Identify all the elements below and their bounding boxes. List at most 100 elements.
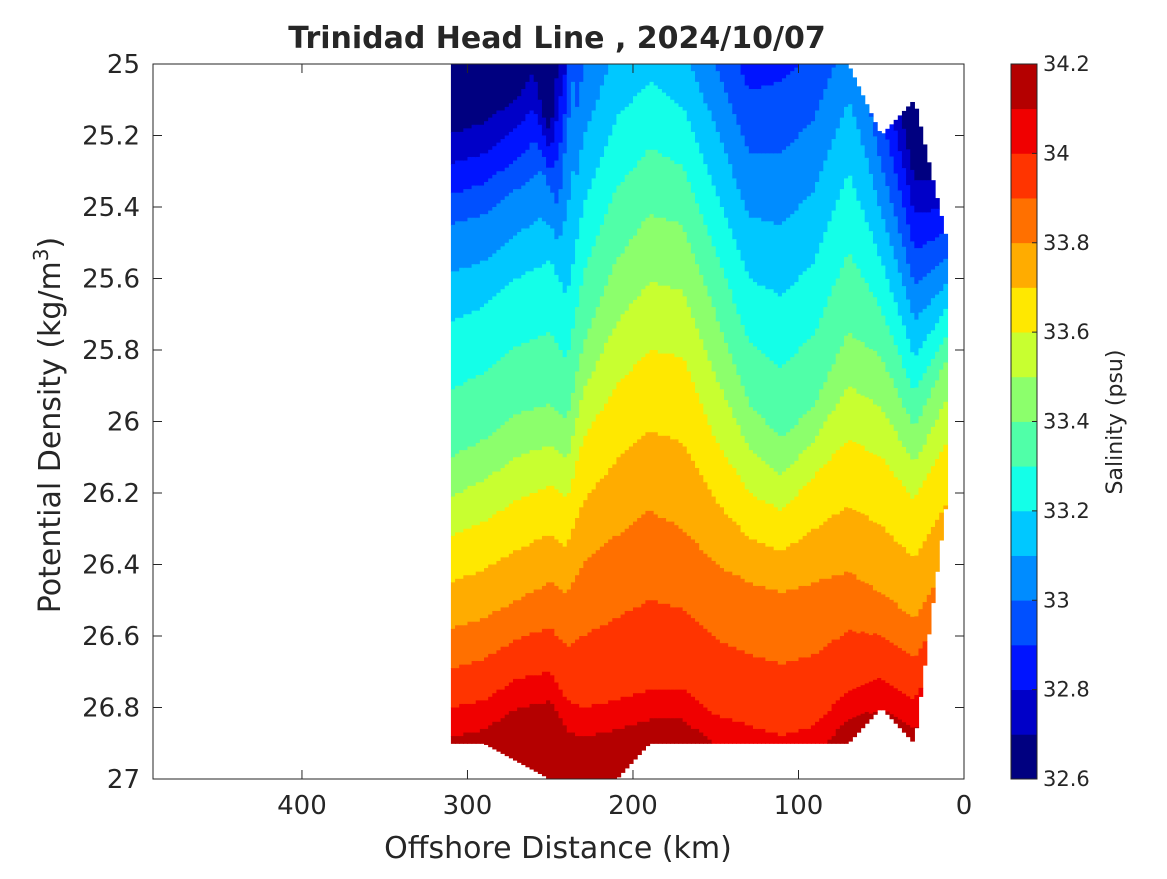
- contour-cell: [562, 593, 568, 644]
- contour-cell: [728, 571, 733, 648]
- contour-cell: [806, 446, 812, 483]
- contour-cell: [732, 521, 738, 576]
- contour-cell: [695, 392, 700, 469]
- contour-cell: [467, 575, 473, 623]
- contour-cell: [719, 450, 725, 508]
- contour-cell: [806, 196, 812, 269]
- colorbar-swatch: [1011, 689, 1037, 735]
- contour-cell: [815, 110, 820, 183]
- contour-cell: [889, 335, 895, 379]
- contour-cell: [864, 104, 870, 159]
- contour-cell: [926, 366, 932, 399]
- contour-cell: [790, 732, 795, 744]
- contour-cell: [802, 414, 808, 451]
- contour-cell: [715, 257, 721, 322]
- contour-cell: [935, 459, 940, 521]
- contour-cell: [868, 681, 874, 715]
- contour-cell: [670, 607, 675, 691]
- contour-cell: [794, 496, 800, 544]
- contour-cell: [484, 657, 489, 701]
- contour-cell: [839, 696, 845, 726]
- contour-cell: [802, 657, 808, 730]
- contour-cell: [562, 153, 568, 222]
- contour-cell: [550, 142, 555, 169]
- contour-cell: [459, 64, 464, 133]
- contour-cell: [661, 689, 667, 719]
- contour-cell: [678, 528, 684, 608]
- contour-cell: [546, 700, 551, 779]
- contour-cell: [492, 471, 498, 516]
- contour-cell: [736, 189, 742, 251]
- contour-cell: [653, 689, 659, 719]
- contour-cell: [744, 210, 750, 272]
- contour-cell: [897, 151, 903, 192]
- contour-cell: [707, 489, 713, 558]
- contour-cell: [715, 321, 721, 383]
- contour-cell: [537, 335, 543, 408]
- contour-cell: [790, 428, 795, 465]
- contour-cell: [939, 291, 944, 317]
- contour-cell: [686, 453, 692, 537]
- contour-cell: [653, 85, 659, 151]
- contour-cell: [628, 303, 634, 373]
- contour-cell: [918, 180, 924, 213]
- contour-cell: [612, 618, 618, 701]
- contour-cell: [724, 457, 729, 516]
- contour-cell: [616, 382, 622, 458]
- contour-cell: [450, 192, 456, 226]
- contour-cell: [450, 64, 456, 133]
- contour-cell: [930, 208, 936, 242]
- contour-cell: [757, 543, 762, 587]
- contour-cell: [550, 192, 555, 230]
- contour-cell: [657, 217, 663, 287]
- contour-cell: [620, 728, 626, 773]
- contour-cell: [541, 135, 547, 158]
- contour-cell: [620, 314, 626, 380]
- contour-cell: [649, 350, 655, 433]
- contour-cell: [533, 339, 539, 408]
- contour-cell: [587, 328, 593, 380]
- contour-cell: [533, 221, 539, 269]
- contour-cell: [906, 185, 911, 226]
- contour-cell: [943, 337, 949, 364]
- contour-cell: [728, 64, 733, 104]
- contour-cell: [856, 86, 862, 130]
- contour-cell: [848, 690, 853, 720]
- contour-cell: [835, 639, 841, 701]
- contour-cell: [674, 439, 680, 526]
- contour-cell: [889, 245, 895, 293]
- contour-cell: [844, 442, 849, 508]
- contour-cell: [906, 299, 911, 340]
- contour-cell: [777, 367, 783, 437]
- contour-cell: [562, 417, 568, 458]
- contour-cell: [864, 157, 870, 223]
- contour-cell: [724, 92, 729, 154]
- contour-cell: [748, 89, 754, 154]
- contour-cell: [860, 95, 866, 146]
- contour-cell: [575, 106, 580, 176]
- contour-cell: [463, 382, 469, 451]
- contour-cell: [872, 590, 878, 634]
- contour-cell: [844, 507, 849, 573]
- contour-cell: [541, 117, 547, 137]
- contour-cell: [641, 64, 646, 90]
- contour-cell: [686, 725, 692, 744]
- contour-cell: [566, 732, 572, 779]
- contour-cell: [786, 360, 791, 433]
- contour-cell: [773, 589, 779, 662]
- contour-cell: [910, 656, 915, 700]
- contour-cell: [719, 64, 725, 83]
- contour-cell: [517, 414, 522, 458]
- contour-cell: [877, 592, 882, 636]
- contour-cell: [500, 646, 506, 691]
- contour-cell: [488, 299, 493, 369]
- contour-cell: [752, 410, 758, 455]
- contour-cell: [463, 575, 469, 626]
- contour-cell: [484, 478, 489, 523]
- contour-cell: [781, 736, 787, 744]
- contour-cell: [508, 164, 514, 194]
- contour-cell: [541, 407, 547, 448]
- contour-cell: [637, 92, 642, 162]
- contour-cell: [575, 575, 580, 641]
- contour-cell: [781, 292, 787, 365]
